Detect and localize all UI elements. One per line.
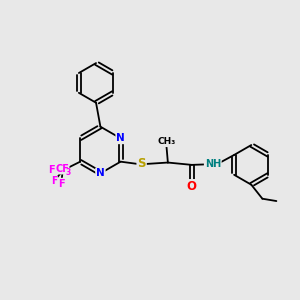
Text: CF: CF (55, 164, 69, 174)
Text: S: S (137, 158, 146, 170)
Text: O: O (187, 180, 197, 193)
Text: 3: 3 (66, 168, 71, 177)
Text: F: F (51, 176, 57, 187)
Text: NH: NH (205, 159, 221, 169)
Text: F: F (48, 165, 55, 176)
Text: CH₃: CH₃ (157, 137, 176, 146)
Text: N: N (116, 133, 125, 143)
Text: N: N (96, 168, 105, 178)
Text: F: F (58, 178, 64, 188)
